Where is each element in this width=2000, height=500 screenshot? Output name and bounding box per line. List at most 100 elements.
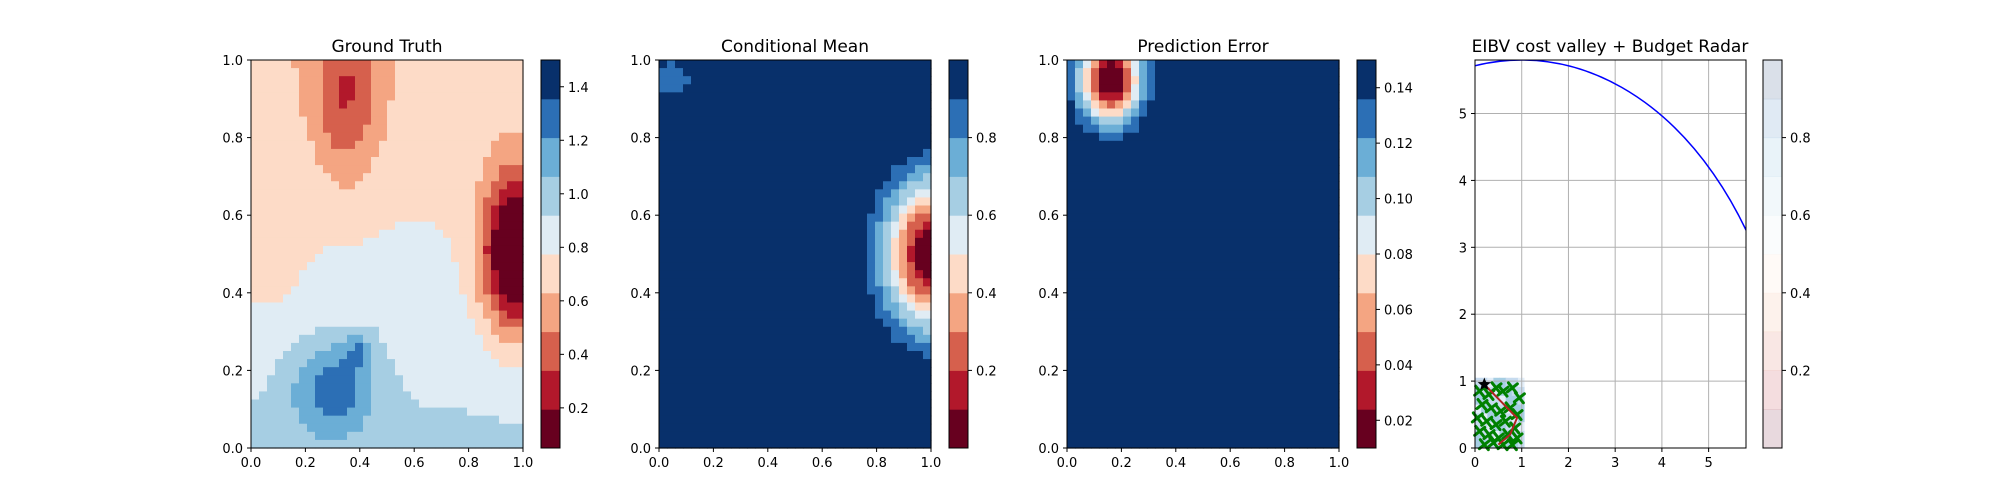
heatmap-cell: [1115, 439, 1124, 449]
heatmap-cell: [387, 132, 396, 142]
heatmap-cell: [835, 205, 844, 215]
heatmap-cell: [1227, 229, 1236, 239]
heatmap-cell: [1211, 60, 1220, 69]
heatmap-cell: [1067, 148, 1076, 158]
heatmap-cell: [1107, 229, 1116, 239]
heatmap-cell: [915, 60, 924, 69]
heatmap-cell: [899, 342, 908, 352]
heatmap-cell: [843, 237, 852, 247]
heatmap-cell: [419, 391, 428, 401]
heatmap-cell: [891, 76, 900, 85]
heatmap-cell: [403, 116, 412, 126]
heatmap-cell: [323, 294, 332, 304]
heatmap-cell: [379, 359, 388, 368]
heatmap-cell: [1291, 423, 1300, 433]
heatmap-cell: [883, 383, 892, 393]
heatmap-cell: [379, 165, 388, 174]
heatmap-cell: [771, 391, 780, 401]
heatmap-cell: [1099, 213, 1108, 223]
heatmap-cell: [819, 262, 828, 271]
heatmap-cell: [859, 415, 868, 425]
heatmap-cell: [1179, 181, 1188, 190]
heatmap-cell: [1203, 399, 1212, 409]
heatmap-cell: [819, 270, 828, 279]
heatmap-cell: [1243, 415, 1252, 425]
heatmap-cell: [1283, 383, 1292, 393]
heatmap-cell: [371, 254, 380, 263]
heatmap-cell: [1123, 294, 1132, 304]
heatmap-cell: [715, 116, 724, 126]
heatmap-cell: [851, 310, 860, 320]
heatmap-cell: [1251, 245, 1260, 255]
heatmap-cell: [787, 439, 796, 449]
heatmap-cell: [1171, 245, 1180, 255]
heatmap-cell: [1283, 68, 1292, 77]
heatmap-cell: [691, 213, 700, 223]
heatmap-cell: [251, 140, 260, 150]
heatmap-cell: [1155, 318, 1164, 328]
heatmap-cell: [1259, 181, 1268, 190]
heatmap-cell: [907, 100, 916, 110]
heatmap-cell: [763, 229, 772, 239]
heatmap-cell: [355, 157, 364, 166]
heatmap-cell: [915, 383, 924, 393]
heatmap-cell: [1099, 415, 1108, 425]
heatmap-cell: [755, 60, 764, 69]
heatmap-cell: [451, 116, 460, 126]
heatmap-cell: [891, 140, 900, 150]
heatmap-cell: [1275, 197, 1284, 207]
heatmap-cell: [1163, 399, 1172, 409]
heatmap-cell: [411, 399, 420, 409]
heatmap-cell: [1323, 294, 1332, 304]
heatmap-cell: [1099, 108, 1108, 118]
heatmap-cell: [707, 415, 716, 425]
heatmap-cell: [827, 367, 836, 376]
heatmap-cell: [739, 165, 748, 174]
heatmap-cell: [467, 262, 476, 271]
heatmap-cell: [1147, 262, 1156, 271]
heatmap-cell: [1187, 189, 1196, 199]
heatmap-cell: [1131, 124, 1140, 134]
heatmap-cell: [291, 76, 300, 85]
heatmap-cell: [1115, 423, 1124, 433]
heatmap-cell: [827, 415, 836, 425]
heatmap-cell: [1291, 245, 1300, 255]
heatmap-cell: [859, 391, 868, 401]
heatmap-cell: [1251, 68, 1260, 77]
heatmap-cell: [251, 262, 260, 271]
heatmap-cell: [1171, 359, 1180, 368]
heatmap-cell: [515, 173, 524, 182]
heatmap-cell: [859, 148, 868, 158]
heatmap-cell: [1115, 92, 1124, 102]
heatmap-cell: [1139, 68, 1148, 77]
heatmap-cell: [1235, 375, 1244, 384]
heatmap-cell: [1139, 254, 1148, 263]
heatmap-cell: [683, 140, 692, 150]
heatmap-cell: [819, 431, 828, 441]
heatmap-cell: [291, 237, 300, 247]
heatmap-cell: [915, 221, 924, 231]
heatmap-cell: [667, 68, 676, 77]
heatmap-cell: [1147, 148, 1156, 158]
heatmap-cell: [459, 383, 468, 393]
heatmap-cell: [843, 326, 852, 336]
heatmap-cell: [411, 229, 420, 239]
heatmap-cell: [683, 108, 692, 118]
heatmap-cell: [315, 100, 324, 110]
heatmap-cell: [923, 326, 932, 336]
heatmap-cell: [491, 423, 500, 433]
heatmap-cell: [1131, 140, 1140, 150]
heatmap-cell: [1155, 189, 1164, 199]
heatmap-cell: [1147, 237, 1156, 247]
heatmap-cell: [267, 148, 276, 158]
heatmap-cell: [307, 197, 316, 207]
heatmap-cell: [299, 383, 308, 393]
heatmap-cell: [451, 262, 460, 271]
heatmap-cell: [659, 173, 668, 182]
heatmap-cell: [1147, 140, 1156, 150]
heatmap-cell: [1171, 391, 1180, 401]
heatmap-cell: [1179, 116, 1188, 126]
heatmap-cell: [371, 76, 380, 85]
heatmap-cell: [923, 116, 932, 126]
heatmap-cell: [819, 165, 828, 174]
